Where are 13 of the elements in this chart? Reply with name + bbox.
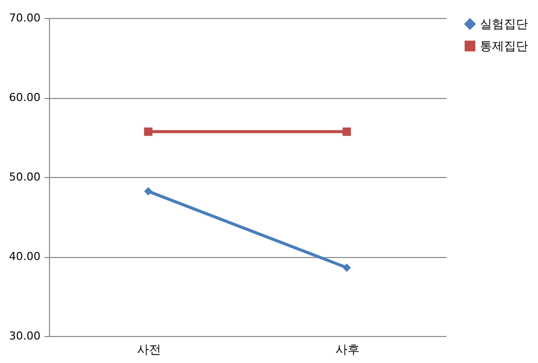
y-tick-label: 40.00	[9, 250, 40, 263]
y-tick-label: 70.00	[9, 12, 40, 24]
x-tick-label: 사후	[335, 342, 360, 356]
point	[342, 128, 351, 136]
point	[144, 128, 152, 136]
y-tick-label: 50.00	[9, 170, 40, 184]
y-tick-label: 30.00	[9, 330, 40, 342]
legend-label: 실험집단	[480, 17, 528, 31]
point	[342, 263, 351, 272]
legend-label: 통제집단	[480, 39, 528, 53]
x-tick-label: 사전	[136, 342, 161, 356]
y-tick-label: 60.00	[9, 91, 40, 104]
point	[144, 187, 152, 196]
